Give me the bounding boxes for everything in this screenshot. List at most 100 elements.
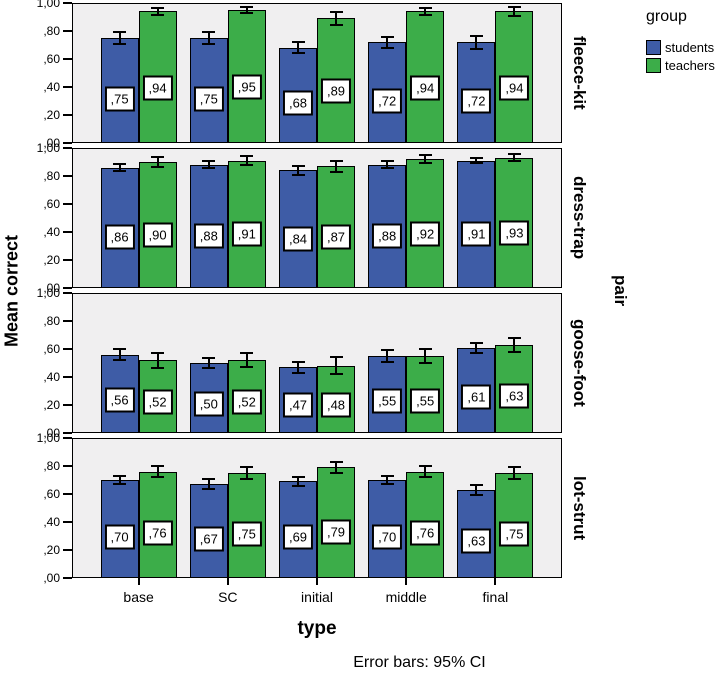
legend-title: group xyxy=(646,8,687,25)
bar-value-label: ,89 xyxy=(320,78,352,104)
bar-value-label: ,48 xyxy=(320,392,352,418)
error-bar-line xyxy=(386,350,389,362)
y-tick-label: ,20 xyxy=(43,253,60,267)
error-bar-cap xyxy=(507,336,521,339)
y-tick-label: ,80 xyxy=(43,459,60,473)
bar-value-label: ,87 xyxy=(320,224,352,250)
y-axis-tick xyxy=(63,30,72,32)
y-axis-tick xyxy=(63,86,72,88)
y-axis-tick xyxy=(63,259,72,261)
error-bar-line xyxy=(513,337,516,352)
error-bar-cap xyxy=(151,366,165,369)
y-tick-label: ,80 xyxy=(43,24,60,38)
error-bar-line xyxy=(118,32,121,44)
error-bar-cap xyxy=(240,163,254,166)
x-axis-tick xyxy=(405,578,408,585)
error-bar-cap xyxy=(380,46,394,49)
x-axis-tick xyxy=(316,578,318,585)
facet-axis-title: pair xyxy=(611,274,630,307)
error-bar-line xyxy=(335,461,337,473)
bar-value-label: ,84 xyxy=(282,226,314,252)
error-bar-cap xyxy=(113,31,127,34)
error-bar-cap xyxy=(151,6,165,9)
error-bar-line xyxy=(156,157,159,167)
error-bar-cap xyxy=(418,348,432,350)
error-bar-cap xyxy=(507,160,521,163)
error-bar-cap xyxy=(329,23,343,26)
bar-value-label: ,86 xyxy=(104,224,135,250)
bar-value-label: ,75 xyxy=(193,86,224,112)
y-tick-label: ,00 xyxy=(43,426,60,440)
bar-value-label: ,94 xyxy=(410,75,441,101)
bar-value-label: ,92 xyxy=(410,221,441,247)
x-tick-label: final xyxy=(482,589,509,605)
bar-value-label: ,95 xyxy=(231,74,262,100)
error-bar-line xyxy=(475,157,478,164)
y-tick-label: ,00 xyxy=(43,136,60,150)
error-bar-cap xyxy=(240,366,254,369)
y-axis-tick xyxy=(63,58,72,60)
bar-value-label: ,70 xyxy=(372,524,403,550)
error-bar-cap xyxy=(202,357,216,360)
legend-label: teachers xyxy=(665,57,715,73)
error-bar-cap xyxy=(151,465,165,467)
error-bar-line xyxy=(156,466,159,478)
legend-label: students xyxy=(665,39,715,55)
error-bar-line xyxy=(386,161,389,169)
error-bar-cap xyxy=(113,42,127,45)
error-bar-line xyxy=(245,156,248,165)
y-axis-tick xyxy=(63,404,72,406)
facet-label: lot-strut xyxy=(570,475,589,541)
y-tick-label: ,40 xyxy=(43,370,60,384)
x-tick-label: initial xyxy=(301,589,333,605)
bar-value-label: ,63 xyxy=(499,383,530,409)
error-bar-cap xyxy=(469,156,483,159)
x-axis-title: type xyxy=(297,618,337,639)
y-tick-label: 1,00 xyxy=(36,141,60,155)
error-bar-line xyxy=(424,466,427,478)
error-bar-line xyxy=(513,467,516,479)
error-bar-cap xyxy=(202,160,216,163)
error-bar-line xyxy=(475,484,478,495)
error-bar-cap xyxy=(469,47,483,50)
bar-value-label: ,55 xyxy=(410,388,441,414)
error-bar-line xyxy=(118,475,121,485)
bar-value-label: ,63 xyxy=(461,528,492,554)
x-tick-label: middle xyxy=(385,589,427,605)
y-tick-label: ,20 xyxy=(43,543,60,557)
bar-value-label: ,79 xyxy=(320,519,352,545)
error-bar-cap xyxy=(380,160,394,163)
error-bar-cap xyxy=(329,472,343,474)
error-bar-cap xyxy=(113,170,127,173)
error-bar-cap xyxy=(113,359,127,362)
error-bar-line xyxy=(297,42,299,54)
error-bar-cap xyxy=(151,476,165,479)
y-axis-tick xyxy=(63,577,72,579)
error-bar-cap xyxy=(202,167,216,170)
error-bar-line xyxy=(207,32,210,44)
error-bar-cap xyxy=(329,356,343,359)
error-bar-cap xyxy=(469,34,483,37)
error-bar-line xyxy=(118,349,121,361)
facet-label: goose-foot xyxy=(570,319,589,407)
error-bar-cap xyxy=(418,476,432,479)
bar-value-label: ,67 xyxy=(193,526,224,552)
y-tick-label: ,60 xyxy=(43,342,60,356)
bar-value-label: ,88 xyxy=(193,223,224,249)
error-bar-cap xyxy=(380,360,394,363)
y-tick-label: ,60 xyxy=(43,487,60,501)
error-bar-line xyxy=(297,361,299,373)
error-bar-cap xyxy=(151,156,165,159)
error-bar-line xyxy=(335,12,337,25)
error-bar-cap xyxy=(202,366,216,369)
y-axis-tick xyxy=(63,203,72,205)
students-swatch-icon xyxy=(646,39,661,55)
y-axis-tick xyxy=(63,348,72,350)
y-axis-tick xyxy=(63,287,72,289)
error-bar-cap xyxy=(240,11,254,14)
y-axis-tick xyxy=(63,437,72,439)
y-tick-label: ,80 xyxy=(43,169,60,183)
bar-value-label: ,75 xyxy=(499,521,530,547)
error-bar-line xyxy=(513,7,516,16)
error-bar-cap xyxy=(291,360,305,363)
